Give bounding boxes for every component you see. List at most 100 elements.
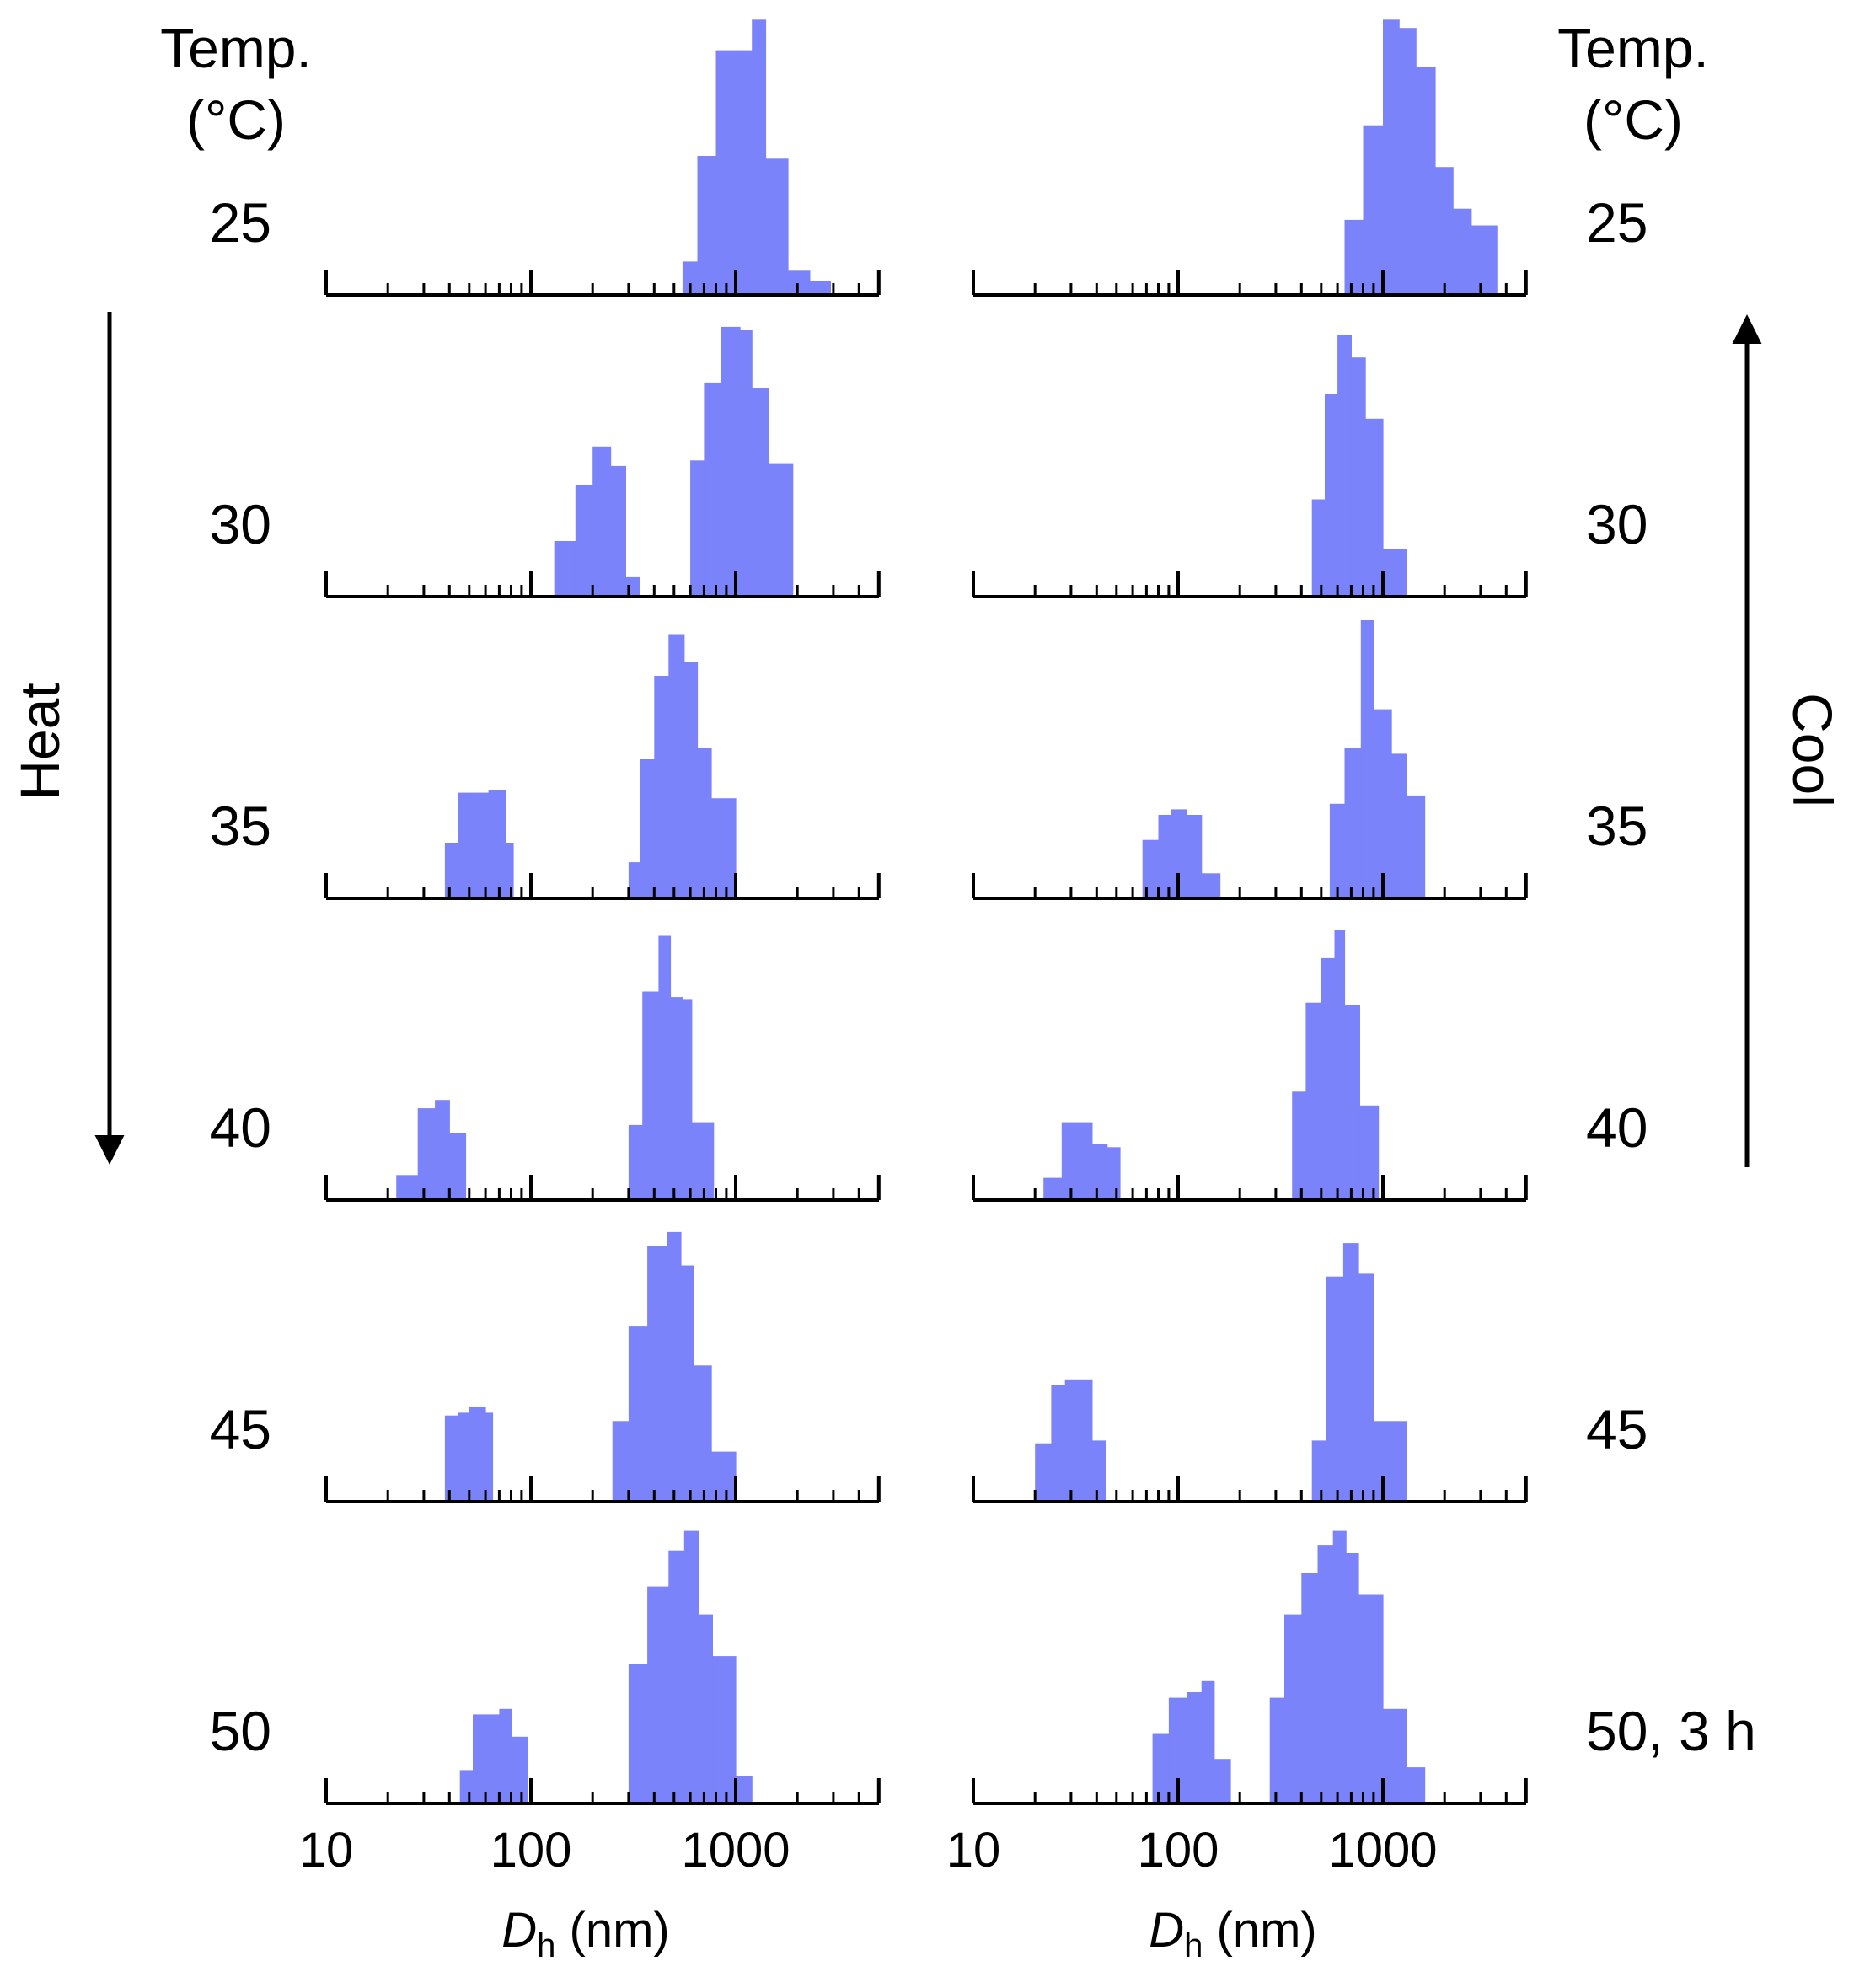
right-x-tick-labels: 10 100 1000 — [946, 1823, 1438, 1878]
histogram-bar — [628, 862, 640, 898]
left-temp-label: 35 — [210, 795, 271, 857]
histogram-bar — [1187, 815, 1203, 898]
histogram-bar — [1383, 1708, 1407, 1803]
histogram-bar — [704, 382, 722, 597]
histogram-bar — [670, 997, 683, 1200]
histogram-bar — [1373, 709, 1392, 898]
histogram-bar — [469, 1407, 486, 1502]
histogram-bar — [1080, 1379, 1093, 1502]
histogram-bar — [769, 463, 794, 597]
histogram-bar — [668, 634, 685, 898]
histogram-bar — [1321, 957, 1336, 1200]
histogram-bar — [1107, 1147, 1121, 1200]
histogram-bar — [765, 158, 789, 295]
histogram-bar — [575, 485, 593, 597]
histogram-bar — [1416, 67, 1436, 296]
histogram-bar — [610, 465, 626, 597]
histogram-bar — [1344, 1005, 1360, 1200]
histogram-bar — [736, 1776, 753, 1803]
histogram-bar — [1171, 809, 1187, 898]
histogram-bar — [1043, 1177, 1063, 1200]
histogram-bar — [691, 1122, 715, 1200]
histogram-bar — [1311, 499, 1326, 597]
right-temp-label: 50, 3 h — [1586, 1700, 1756, 1762]
histogram-panel — [324, 1231, 881, 1503]
histogram-panel — [324, 1530, 881, 1805]
x-tick-label: 1000 — [1328, 1823, 1437, 1878]
histogram-bar — [1337, 335, 1352, 597]
histogram-bar — [417, 1108, 436, 1200]
histogram-bar — [1406, 1767, 1426, 1803]
histogram-bar — [690, 460, 705, 597]
histogram-bar — [459, 1770, 474, 1803]
histogram-bar — [736, 50, 753, 295]
histogram-bar — [1344, 748, 1362, 898]
histogram-bar — [683, 1530, 699, 1803]
x-tick-label: 100 — [490, 1823, 572, 1878]
histogram-panel — [972, 930, 1528, 1202]
histogram-bar — [788, 270, 811, 295]
histogram-bar — [396, 1175, 419, 1200]
histogram-bar — [1311, 1440, 1327, 1502]
histogram-panel — [324, 19, 881, 297]
histogram-bar — [1334, 930, 1346, 1200]
histogram-bar — [1332, 1530, 1347, 1803]
histogram-bar — [642, 991, 659, 1200]
left-header-line2: (°C) — [186, 88, 286, 151]
histogram-bar — [473, 1714, 486, 1803]
histogram-bar — [1342, 1243, 1359, 1502]
histogram-bar — [444, 1415, 458, 1502]
histogram-bar — [612, 1421, 630, 1502]
left-row-labels: 25 30 35 40 45 50 — [210, 191, 271, 1762]
left-header-line1: Temp. — [160, 17, 312, 79]
right-temp-label: 40 — [1586, 1096, 1648, 1159]
histogram-bar — [668, 1550, 685, 1803]
histogram-bar — [1284, 1614, 1302, 1803]
histogram-bar — [682, 999, 693, 1200]
histogram-bar — [628, 1124, 643, 1200]
histogram-bar — [740, 330, 753, 597]
histogram-bar — [752, 388, 769, 597]
histogram-bar — [1292, 1091, 1307, 1200]
histogram-panels — [324, 19, 1528, 1805]
histogram-bar — [1471, 225, 1498, 295]
right-x-axis-title: Dh (nm) — [1149, 1903, 1316, 1964]
histogram-bar — [1365, 418, 1384, 597]
histogram-bar — [1080, 1122, 1093, 1200]
histogram-panel — [324, 634, 881, 900]
histogram-panel — [972, 19, 1528, 297]
right-temp-label: 30 — [1586, 493, 1648, 555]
histogram-bar — [752, 19, 767, 296]
histogram-bar — [1064, 1379, 1080, 1502]
left-x-tick-labels: 10 100 1000 — [299, 1823, 790, 1878]
left-temp-label: 50 — [210, 1700, 271, 1762]
histogram-bar — [1383, 19, 1400, 296]
histogram-bar — [1326, 1276, 1344, 1502]
x-tick-label: 1000 — [681, 1823, 790, 1878]
histogram-bar — [721, 326, 741, 597]
histogram-bar — [1359, 1105, 1380, 1200]
histogram-bar — [667, 1231, 682, 1502]
histogram-bar — [1358, 1273, 1374, 1502]
histogram-bar — [449, 1133, 467, 1200]
histogram-bar — [1269, 1697, 1285, 1803]
x-tick-label: 100 — [1138, 1823, 1219, 1878]
histogram-bar — [1406, 795, 1426, 898]
histogram-bar — [1344, 219, 1364, 295]
histogram-bar — [1383, 549, 1407, 597]
right-row-labels: 25 30 35 40 45 50, 3 h — [1586, 191, 1756, 1762]
histogram-bar — [1435, 167, 1454, 295]
histogram-bar — [1351, 357, 1366, 597]
histogram-bar — [1158, 815, 1171, 898]
histogram-bar — [458, 792, 474, 898]
histogram-bar — [1301, 1573, 1319, 1803]
histogram-panel — [324, 935, 881, 1202]
histogram-bar — [1305, 1002, 1322, 1200]
histogram-bar — [809, 281, 831, 295]
histogram-bar — [697, 748, 712, 898]
histogram-bar — [1325, 394, 1338, 597]
histogram-bar — [654, 676, 669, 898]
histogram-bar — [444, 843, 458, 898]
right-header-line2: (°C) — [1583, 88, 1683, 151]
